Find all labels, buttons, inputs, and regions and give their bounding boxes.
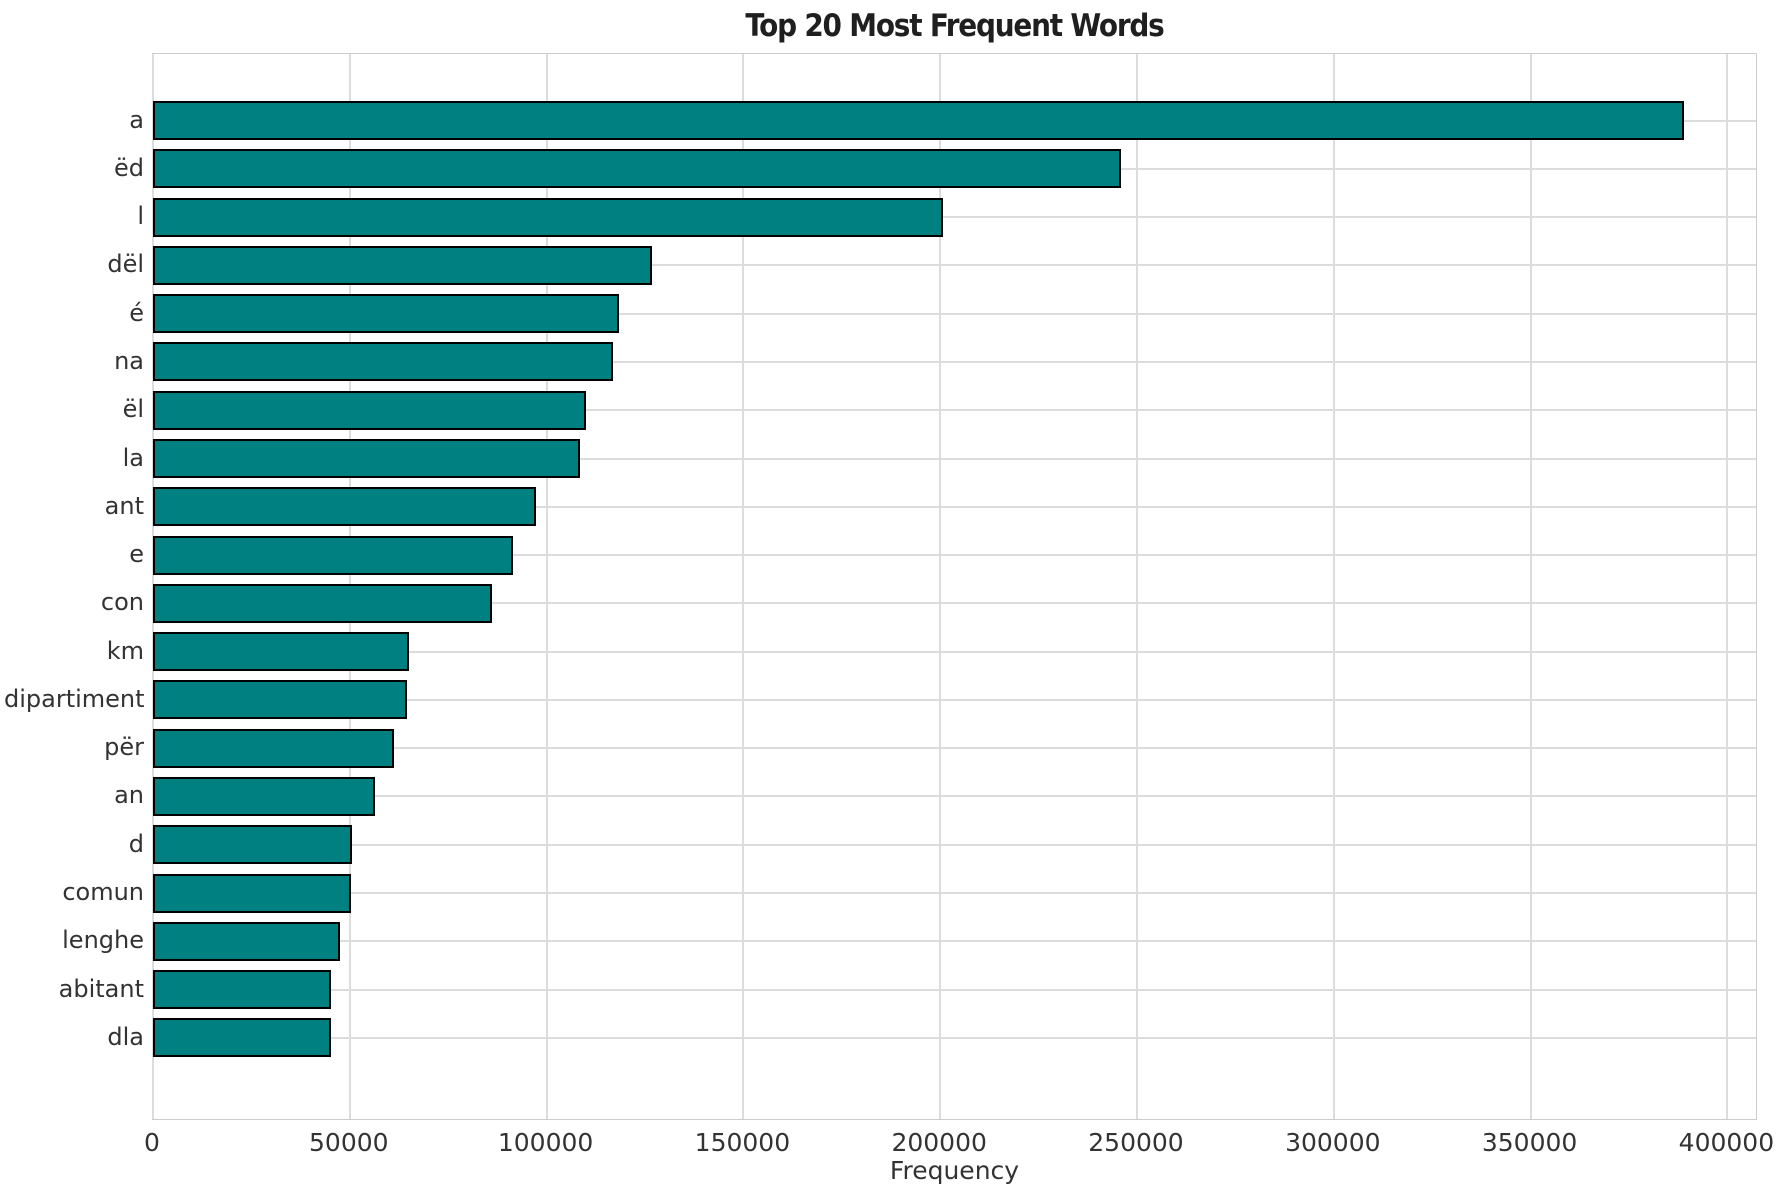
- gridline-horizontal: [153, 457, 1756, 460]
- bar-na: [153, 342, 613, 382]
- bar-an: [153, 776, 376, 816]
- x-tick-label: 100000: [497, 1128, 594, 1157]
- bar-e: [153, 535, 513, 575]
- gridline-horizontal: [153, 988, 1756, 991]
- gridline-horizontal: [153, 650, 1756, 653]
- y-tick-label: con: [100, 588, 144, 617]
- y-tick-label: ëd: [114, 153, 144, 182]
- bar-km: [153, 632, 409, 672]
- gridline-vertical: [939, 54, 942, 1119]
- gridline-horizontal: [153, 795, 1756, 798]
- bar-a: [153, 101, 1685, 140]
- y-tick-label: ant: [104, 491, 144, 520]
- x-tick-label: 50000: [309, 1128, 389, 1157]
- gridline-horizontal: [153, 602, 1756, 605]
- x-tick-label: 250000: [1088, 1128, 1184, 1157]
- bar-é: [153, 294, 619, 334]
- bar-lenghe: [153, 921, 340, 961]
- bar-dla: [153, 1018, 331, 1058]
- x-tick-label: 0: [144, 1128, 160, 1157]
- gridline-horizontal: [153, 264, 1756, 267]
- gridline-vertical: [1136, 54, 1138, 1119]
- gridline-horizontal: [153, 892, 1756, 894]
- gridline-vertical: [1726, 54, 1729, 1119]
- bar-comun: [153, 873, 351, 913]
- y-tick-label: e: [129, 540, 144, 568]
- x-tick-label: 150000: [694, 1128, 791, 1157]
- y-tick-label: ël: [122, 395, 144, 424]
- bar-ëd: [153, 149, 1122, 189]
- y-tick-label: dipartiment: [4, 684, 145, 713]
- bar-dël: [153, 245, 653, 285]
- gridline-horizontal: [153, 1036, 1756, 1039]
- bar-d: [153, 825, 353, 865]
- y-tick-label: an: [114, 781, 144, 810]
- bar-con: [153, 583, 492, 623]
- bar-abitant: [153, 970, 332, 1009]
- gridline-horizontal: [153, 940, 1756, 943]
- x-axis-title: Frequency: [889, 1156, 1020, 1185]
- y-tick-label: për: [104, 733, 144, 762]
- gridline-vertical: [545, 54, 548, 1119]
- gridline-horizontal: [153, 747, 1756, 750]
- y-tick-label: dël: [107, 250, 144, 279]
- x-tick-label: 300000: [1285, 1128, 1381, 1157]
- bar-për: [153, 728, 394, 768]
- gridline-horizontal: [153, 843, 1756, 846]
- gridline-vertical: [742, 54, 745, 1119]
- y-tick-label: é: [129, 298, 144, 327]
- gridline-horizontal: [153, 698, 1756, 701]
- gridline-vertical: [1529, 54, 1532, 1119]
- y-tick-label: dla: [107, 1022, 144, 1051]
- y-tick-label: abitant: [58, 974, 144, 1003]
- y-tick-label: a: [129, 105, 144, 134]
- gridline-horizontal: [153, 360, 1756, 363]
- y-tick-label: la: [122, 443, 144, 472]
- bar-dipartiment: [153, 680, 407, 720]
- gridline-horizontal: [153, 216, 1756, 219]
- y-tick-label: d: [128, 829, 144, 858]
- y-tick-label: comun: [62, 878, 144, 906]
- gridline-horizontal: [153, 312, 1756, 315]
- bar-ant: [153, 487, 536, 527]
- gridline-horizontal: [153, 554, 1756, 556]
- bar-ël: [153, 390, 587, 430]
- plot-area: [152, 53, 1757, 1120]
- x-tick-label: 350000: [1481, 1128, 1578, 1157]
- bar-la: [153, 439, 581, 478]
- x-tick-label: 400000: [1678, 1128, 1775, 1157]
- y-tick-label: km: [106, 636, 144, 665]
- gridline-vertical: [1332, 54, 1335, 1119]
- bar-l: [153, 197, 943, 237]
- gridline-horizontal: [153, 505, 1756, 508]
- y-tick-label: lenghe: [62, 926, 144, 955]
- y-tick-label: na: [114, 346, 144, 375]
- chart-title: Top 20 Most Frequent Words: [745, 8, 1164, 44]
- x-tick-label: 200000: [891, 1128, 987, 1157]
- y-tick-label: l: [137, 202, 144, 231]
- gridline-horizontal: [153, 409, 1756, 412]
